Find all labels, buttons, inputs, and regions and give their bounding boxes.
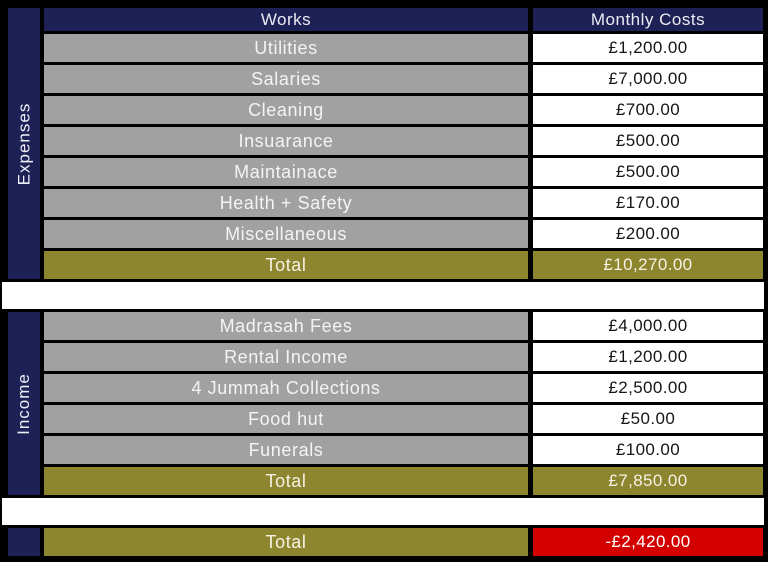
row-label: Rental Income xyxy=(44,343,528,371)
row-value: £4,000.00 xyxy=(533,312,763,340)
section-spacer xyxy=(2,498,764,525)
grand-total-row: Total -£2,420.00 xyxy=(0,528,768,556)
table-row: Cleaning £700.00 xyxy=(0,96,768,124)
table-row: Utilities £1,200.00 xyxy=(0,34,768,62)
row-value: £2,500.00 xyxy=(533,374,763,402)
row-value: £100.00 xyxy=(533,436,763,464)
total-label: Total xyxy=(44,251,528,279)
row-value: £500.00 xyxy=(533,127,763,155)
row-value: £50.00 xyxy=(533,405,763,433)
row-label: Madrasah Fees xyxy=(44,312,528,340)
table-row: Rental Income £1,200.00 xyxy=(0,343,768,371)
row-value: £500.00 xyxy=(533,158,763,186)
table-row: 4 Jummah Collections £2,500.00 xyxy=(0,374,768,402)
row-label: Salaries xyxy=(44,65,528,93)
table-row: Madrasah Fees £4,000.00 xyxy=(0,312,768,340)
row-label: Insuarance xyxy=(44,127,528,155)
row-label: 4 Jummah Collections xyxy=(44,374,528,402)
total-value: £10,270.00 xyxy=(533,251,763,279)
row-value: £1,200.00 xyxy=(533,34,763,62)
grand-total-sidebar-block xyxy=(8,528,40,556)
table-row: Salaries £7,000.00 xyxy=(0,65,768,93)
column-header-monthly-costs: Monthly Costs xyxy=(533,8,763,31)
table-row: Insuarance £500.00 xyxy=(0,127,768,155)
total-value: £7,850.00 xyxy=(533,467,763,495)
column-header-works: Works xyxy=(44,8,528,31)
expenses-total-row: Total £10,270.00 xyxy=(0,251,768,279)
total-label: Total xyxy=(44,467,528,495)
table-row: Food hut £50.00 xyxy=(0,405,768,433)
table-row: Miscellaneous £200.00 xyxy=(0,220,768,248)
section-spacer xyxy=(2,282,764,309)
row-label: Utilities xyxy=(44,34,528,62)
row-label: Maintainace xyxy=(44,158,528,186)
table-row: Maintainace £500.00 xyxy=(0,158,768,186)
table-row: Health + Safety £170.00 xyxy=(0,189,768,217)
row-label: Funerals xyxy=(44,436,528,464)
table-row: Funerals £100.00 xyxy=(0,436,768,464)
row-value: £200.00 xyxy=(533,220,763,248)
row-value: £1,200.00 xyxy=(533,343,763,371)
row-value: £170.00 xyxy=(533,189,763,217)
grand-total-value: -£2,420.00 xyxy=(533,528,763,556)
row-label: Health + Safety xyxy=(44,189,528,217)
income-section-sidebar: Income xyxy=(8,312,40,495)
row-label: Miscellaneous xyxy=(44,220,528,248)
row-label: Food hut xyxy=(44,405,528,433)
expenses-section-sidebar: Expenses xyxy=(8,8,40,279)
grand-total-label: Total xyxy=(44,528,528,556)
income-total-row: Total £7,850.00 xyxy=(0,467,768,495)
row-value: £700.00 xyxy=(533,96,763,124)
row-value: £7,000.00 xyxy=(533,65,763,93)
row-label: Cleaning xyxy=(44,96,528,124)
